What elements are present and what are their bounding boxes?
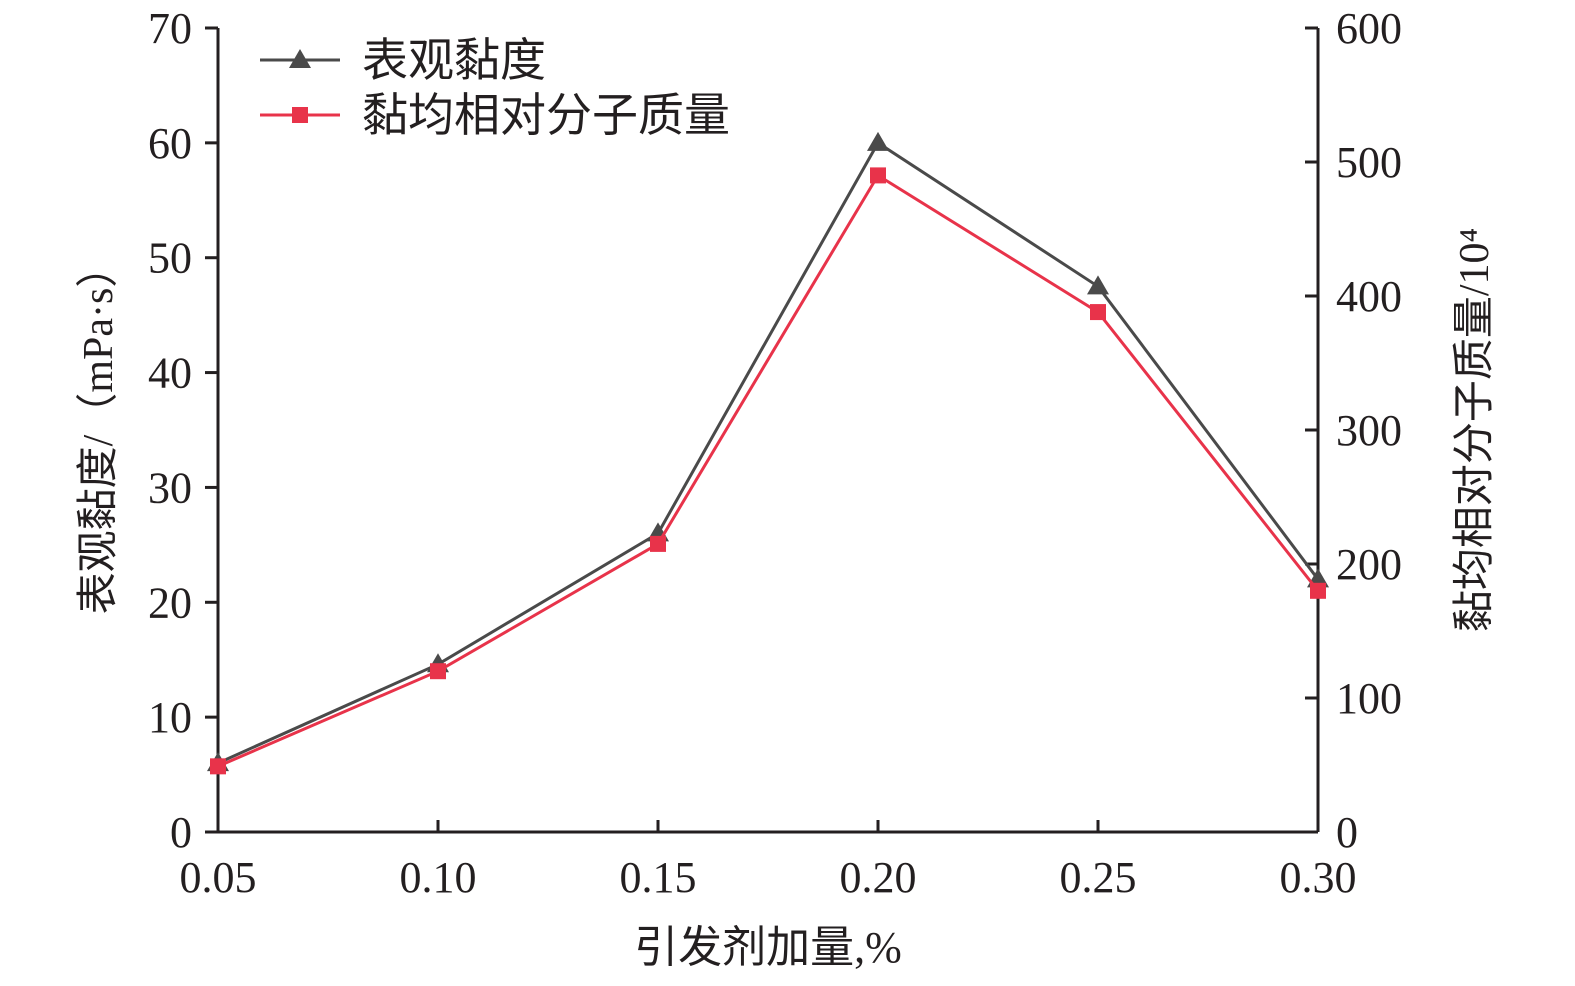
y-left-tick-label: 70 — [148, 4, 192, 53]
y-left-tick-label: 10 — [148, 693, 192, 742]
x-axis-label: 引发剂加量,% — [634, 923, 902, 972]
triangle-marker — [1087, 275, 1109, 295]
axes — [216, 28, 1320, 834]
x-tick-label: 0.15 — [620, 853, 697, 902]
legend-square-icon — [292, 107, 308, 123]
y-left-tick-label: 50 — [148, 234, 192, 283]
y-right-tick-label: 600 — [1336, 4, 1402, 53]
square-marker — [650, 535, 666, 552]
legend-label: 黏均相对分子质量 — [362, 90, 730, 141]
y-right-tick-label: 500 — [1336, 138, 1402, 187]
legend-item: 表观黏度 — [260, 35, 546, 86]
y-left-tick-label: 30 — [148, 463, 192, 512]
square-marker — [1090, 304, 1106, 321]
series-line — [217, 173, 1320, 768]
square-marker — [1310, 582, 1326, 599]
y-left-tick-label: 60 — [148, 119, 192, 168]
square-marker — [210, 758, 226, 775]
y-right-tick-label: 200 — [1336, 540, 1402, 589]
series-2 — [210, 167, 1326, 775]
series-1 — [207, 131, 1329, 772]
x-tick-label: 0.05 — [180, 853, 257, 902]
square-marker — [870, 167, 886, 184]
triangle-marker — [867, 131, 889, 151]
y-right-tick-label: 100 — [1336, 674, 1402, 723]
y-left-tick-label: 0 — [170, 808, 192, 857]
legend-triangle-icon — [289, 49, 311, 68]
y-right-tick-label: 0 — [1336, 808, 1358, 857]
legend-item: 黏均相对分子质量 — [260, 90, 730, 141]
x-tick-label: 0.30 — [1280, 853, 1357, 902]
y-axis-right-label: 黏均相对分子质量/10⁴ — [1452, 228, 1498, 632]
y-left-tick-label: 20 — [148, 578, 192, 627]
series — [207, 131, 1329, 775]
ticks: 0.05 0.10 0.15 0.20 0.25 0.300102030405060700… — [148, 4, 1402, 902]
x-tick-label: 0.25 — [1060, 853, 1137, 902]
series-line — [217, 140, 1320, 765]
legend-label: 表观黏度 — [362, 35, 546, 86]
y-left-tick-label: 40 — [148, 349, 192, 398]
square-marker — [430, 663, 446, 680]
x-tick-label: 0.10 — [400, 853, 477, 902]
y-right-tick-label: 300 — [1336, 406, 1402, 455]
y-axis-left-label: 表观黏度/（mPa·s） — [76, 246, 122, 615]
x-tick-label: 0.20 — [840, 853, 917, 902]
y-right-tick-label: 400 — [1336, 272, 1402, 321]
